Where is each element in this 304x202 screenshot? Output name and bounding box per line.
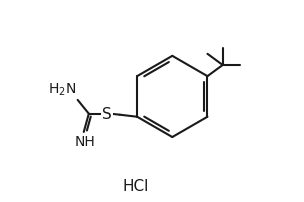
- Text: H$_2$N: H$_2$N: [49, 82, 77, 98]
- Text: NH: NH: [74, 135, 95, 149]
- Text: S: S: [102, 107, 112, 122]
- Text: HCl: HCl: [123, 178, 149, 193]
